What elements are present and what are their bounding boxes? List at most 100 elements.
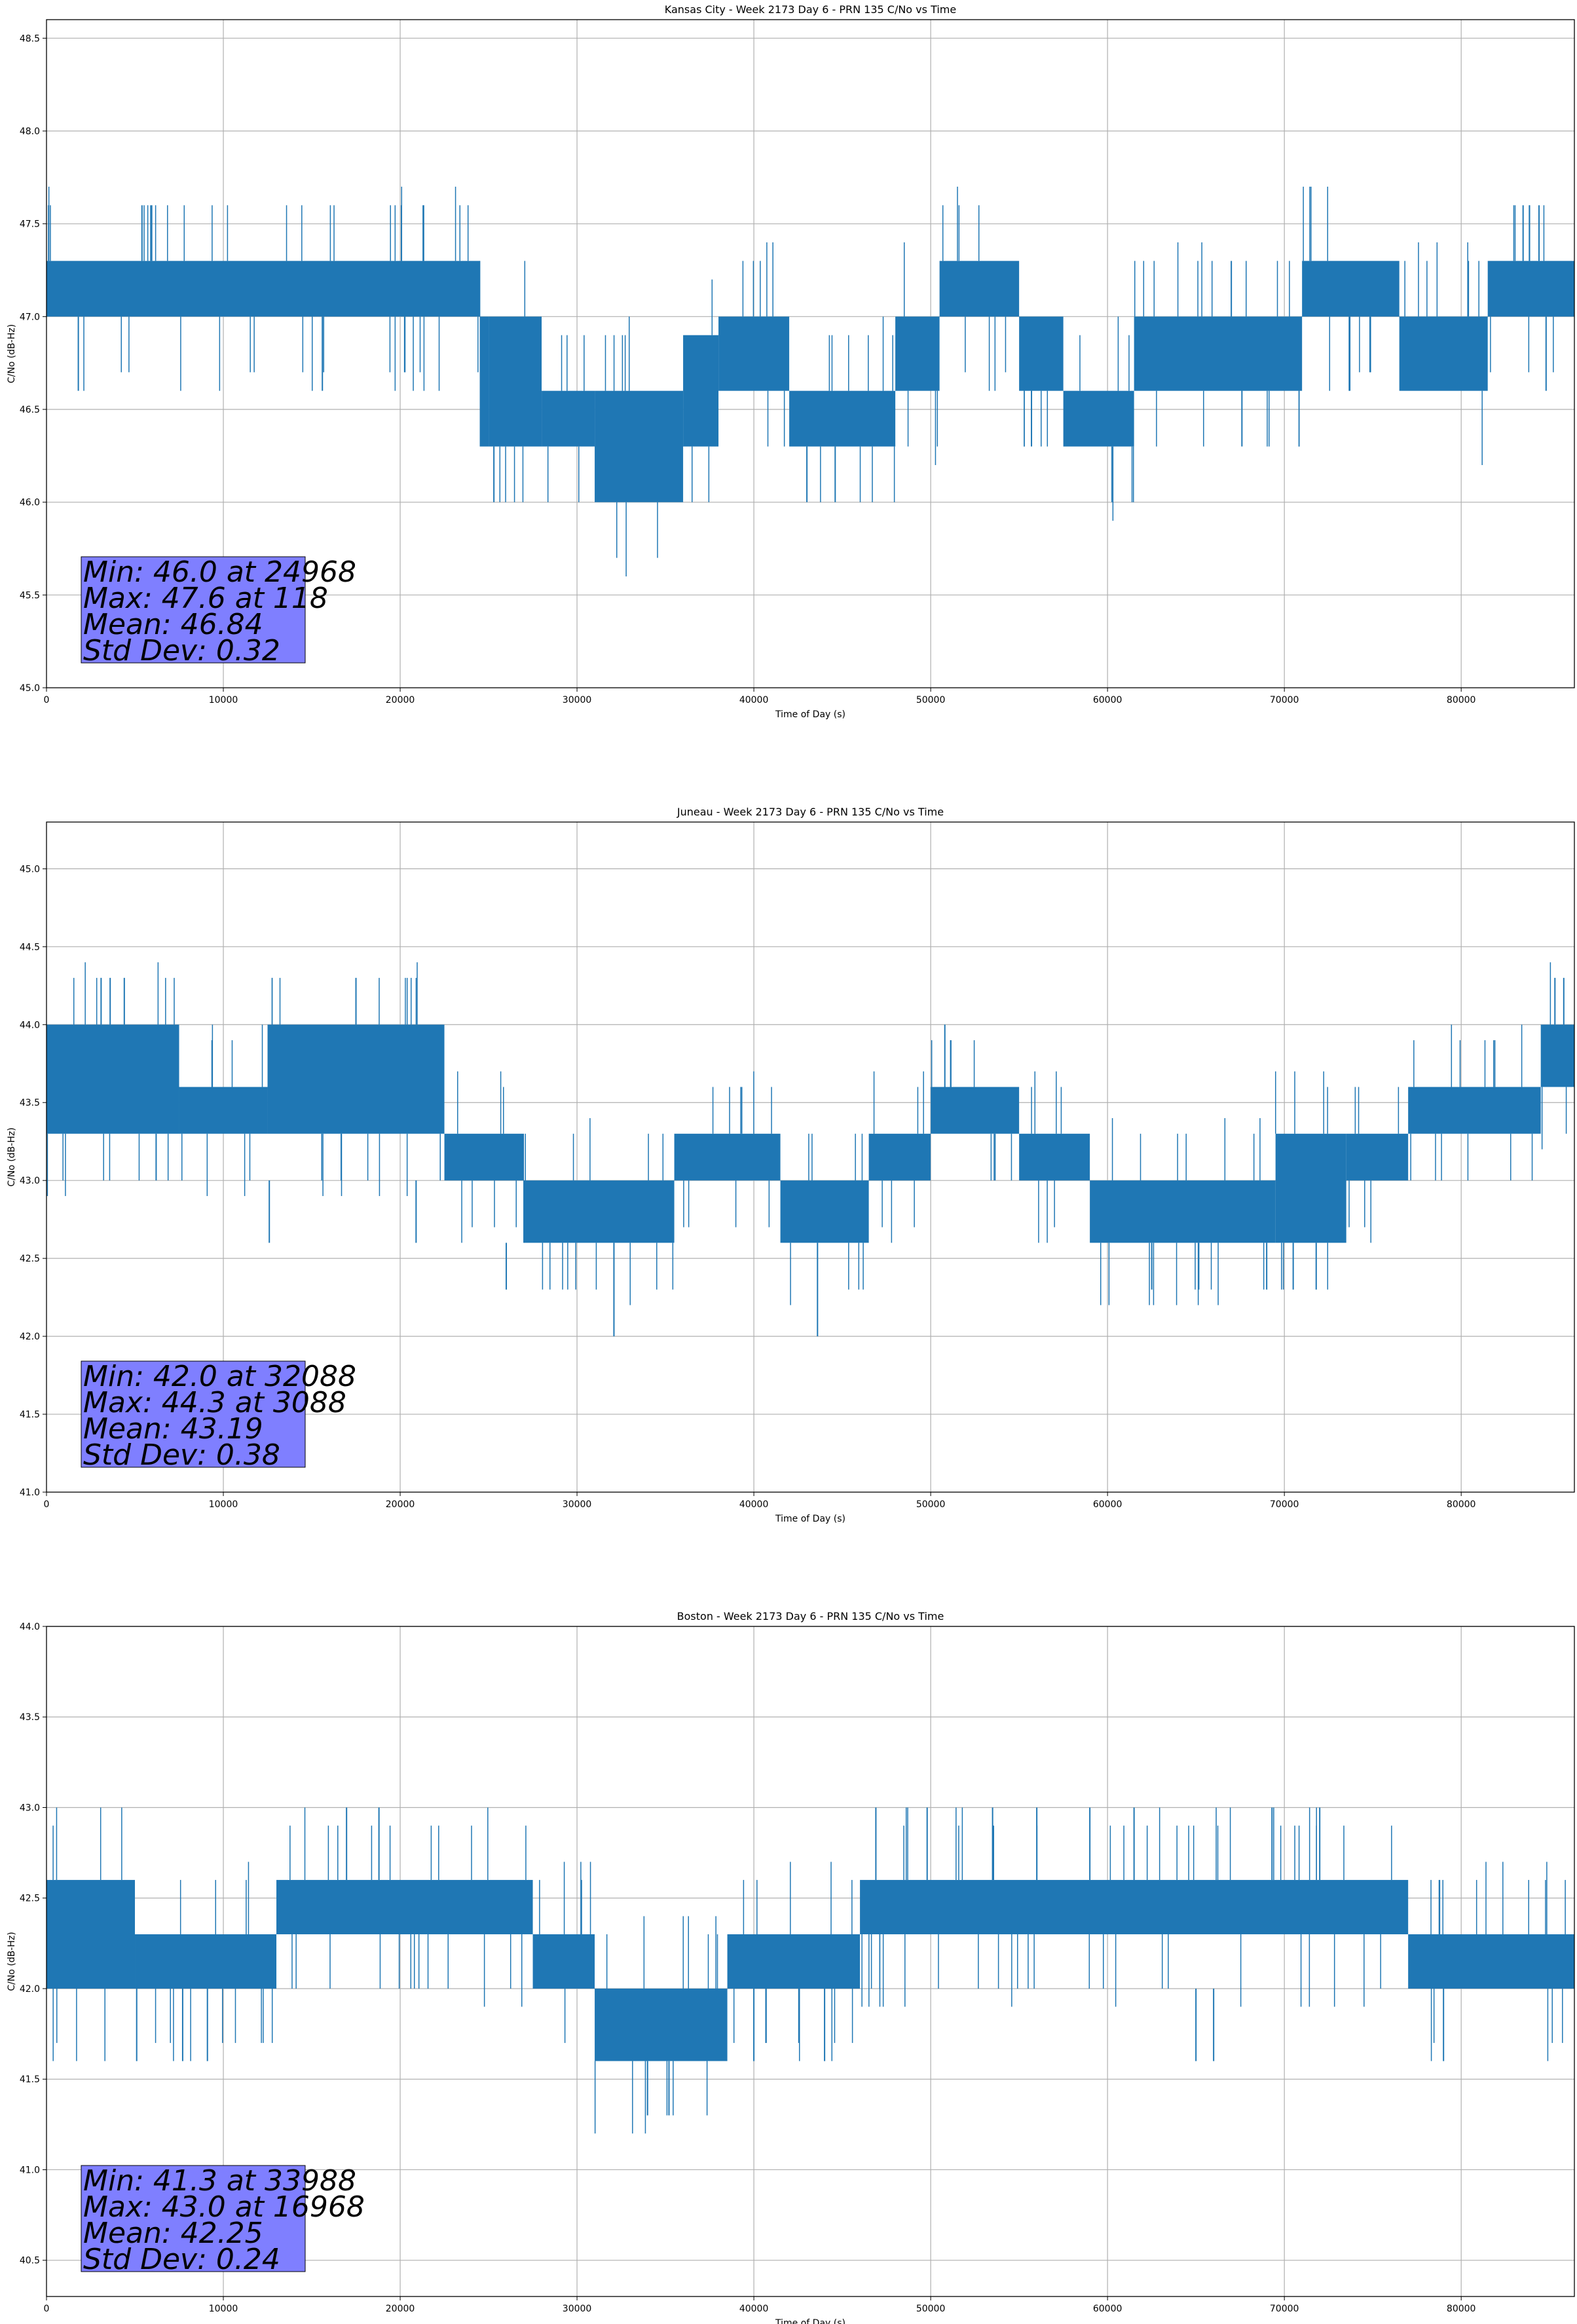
x-axis-label: Time of Day (s): [775, 709, 845, 720]
axes-frame: [46, 19, 1575, 688]
data-band: [46, 261, 480, 317]
data-band: [860, 1880, 1409, 1935]
stats-line: Mean: 43.19: [83, 1412, 263, 1446]
stats-box: [81, 556, 306, 664]
stats-line: Mean: 42.25: [83, 2217, 263, 2250]
y-tick-label: 46.5: [20, 405, 40, 415]
data-band: [524, 1180, 675, 1243]
data-band: [1019, 1133, 1090, 1181]
y-tick-label: 41.5: [20, 1410, 40, 1420]
data-band: [1275, 1133, 1346, 1243]
x-tick-label: 60000: [1093, 2304, 1122, 2314]
grid: [46, 822, 1574, 1492]
data-band: [532, 1934, 595, 1989]
data-band: [444, 1133, 525, 1181]
data-band: [1540, 1024, 1574, 1087]
data-band: [1134, 316, 1303, 391]
data-band: [479, 316, 489, 447]
y-tick-label: 48.0: [20, 126, 40, 137]
y-tick-label: 45.0: [20, 683, 40, 694]
stats-line: Std Dev: 0.38: [83, 1438, 280, 1472]
data-band: [789, 390, 896, 447]
y-tick-label: 44.0: [20, 1020, 40, 1030]
y-tick-label: 42.0: [20, 1332, 40, 1342]
series-line: [46, 1807, 1574, 2134]
chart-title: Juneau - Week 2173 Day 6 - PRN 135 C/No …: [677, 806, 944, 818]
x-tick-label: 40000: [739, 2304, 769, 2314]
y-tick-label: 42.0: [20, 1984, 40, 1995]
y-tick-label: 43.0: [20, 1176, 40, 1186]
y-axis-label: C/No (dB-Hz): [7, 324, 17, 383]
chart-panel-1: 0 10000 20000 30000 40000 50000 60000 70000 8000…: [7, 3, 1575, 720]
x-tick-label: 80000: [1447, 2304, 1476, 2314]
y-tick-label: 41.5: [20, 2074, 40, 2085]
chart-panel-3: 0 10000 20000 30000 40000 50000 60000 70000 8000…: [7, 1610, 1575, 2324]
data-band: [1487, 261, 1574, 317]
y-tick-label: 42.5: [20, 1894, 40, 1904]
x-tick-label: 0: [44, 695, 50, 705]
x-tick-label: 80000: [1447, 1499, 1476, 1510]
data-band: [895, 316, 940, 391]
x-axis-label: Time of Day (s): [775, 2318, 845, 2324]
x-tick-label: 50000: [916, 695, 946, 705]
y-axis-label: C/No (dB-Hz): [7, 1127, 17, 1186]
stats-line: Min: 46.0 at 24968: [83, 555, 356, 589]
x-tick-label: 20000: [386, 1499, 415, 1510]
data-band: [46, 1880, 136, 1989]
y-tick-label: 48.5: [20, 33, 40, 44]
y-tick-label: 44.0: [20, 1622, 40, 1632]
x-tick-label: 30000: [563, 695, 592, 705]
data-band: [1019, 316, 1064, 391]
axes-frame: [46, 821, 1575, 1493]
y-tick-label: 45.0: [20, 864, 40, 874]
y-tick-label: 43.5: [20, 1098, 40, 1108]
data-band: [674, 1133, 781, 1181]
x-tick-label: 40000: [739, 695, 769, 705]
x-tick-label: 40000: [739, 1499, 769, 1510]
data-band: [1399, 316, 1488, 391]
data-band: [267, 1024, 445, 1134]
x-axis-label: Time of Day (s): [775, 1514, 845, 1524]
x-tick-label: 60000: [1093, 1499, 1122, 1510]
x-tick-label: 60000: [1093, 695, 1122, 705]
data-band: [595, 1988, 728, 2061]
x-tick-label: 0: [44, 1499, 50, 1510]
stats-line: Max: 43.0 at 16968: [83, 2190, 365, 2224]
y-tick-label: 41.0: [20, 2165, 40, 2175]
stats-line: Min: 42.0 at 32088: [83, 1360, 356, 1393]
stats-line: Std Dev: 0.32: [83, 634, 280, 667]
data-band: [1302, 261, 1400, 317]
data-band: [542, 390, 595, 447]
stats-box: [81, 2165, 306, 2272]
data-band: [276, 1880, 533, 1935]
chart-panel-2: 0 10000 20000 30000 40000 50000 60000 70000 8000…: [7, 806, 1575, 1524]
data-band: [1346, 1133, 1409, 1181]
data-band: [727, 1934, 861, 1989]
data-band: [1408, 1934, 1574, 1989]
x-tick-label: 10000: [209, 1499, 238, 1510]
data-band: [1408, 1087, 1541, 1134]
data-band: [780, 1180, 869, 1243]
y-axis-label: C/No (dB-Hz): [7, 1932, 17, 1991]
x-tick-label: 30000: [563, 1499, 592, 1510]
x-tick-label: 80000: [1447, 695, 1476, 705]
stats-line: Max: 44.3 at 3088: [83, 1386, 346, 1419]
data-band: [1090, 1180, 1276, 1243]
chart-title: Kansas City - Week 2173 Day 6 - PRN 135 …: [665, 3, 956, 16]
data-band: [718, 316, 790, 391]
x-tick-label: 0: [44, 2304, 50, 2314]
chart-title: Boston - Week 2173 Day 6 - PRN 135 C/No …: [677, 1610, 944, 1622]
y-tick-label: 46.0: [20, 498, 40, 508]
data-band: [868, 1133, 931, 1181]
y-tick-label: 44.5: [20, 942, 40, 952]
y-tick-label: 47.0: [20, 312, 40, 322]
y-tick-label: 41.0: [20, 1488, 40, 1498]
stats-box: [81, 1360, 306, 1468]
series-line: [46, 962, 1574, 1337]
x-tick-label: 20000: [386, 2304, 415, 2314]
data-band: [931, 1087, 1020, 1134]
